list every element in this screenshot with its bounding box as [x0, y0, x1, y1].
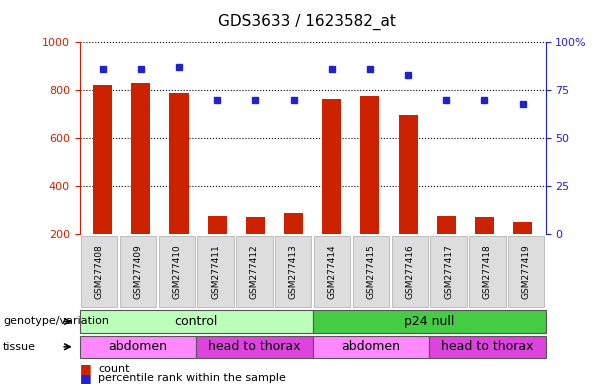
FancyBboxPatch shape	[197, 236, 234, 307]
FancyBboxPatch shape	[81, 236, 117, 307]
Text: head to thorax: head to thorax	[441, 340, 533, 353]
FancyBboxPatch shape	[196, 336, 313, 358]
FancyBboxPatch shape	[236, 236, 273, 307]
FancyBboxPatch shape	[313, 336, 429, 358]
Bar	[284, 213, 303, 282]
Text: GSM277410: GSM277410	[172, 244, 181, 299]
Text: GSM277411: GSM277411	[211, 244, 220, 299]
FancyBboxPatch shape	[508, 236, 544, 307]
Text: ■: ■	[80, 362, 91, 375]
Text: GSM277415: GSM277415	[367, 244, 375, 299]
FancyBboxPatch shape	[314, 236, 350, 307]
FancyBboxPatch shape	[430, 236, 466, 307]
Bar	[475, 217, 494, 282]
Text: GSM277412: GSM277412	[250, 244, 259, 299]
FancyBboxPatch shape	[352, 236, 389, 307]
Text: head to thorax: head to thorax	[208, 340, 300, 353]
Text: GSM277417: GSM277417	[444, 244, 453, 299]
Text: p24 null: p24 null	[404, 315, 454, 328]
Text: GSM277414: GSM277414	[327, 244, 337, 299]
Text: GDS3633 / 1623582_at: GDS3633 / 1623582_at	[218, 13, 395, 30]
FancyBboxPatch shape	[275, 236, 311, 307]
Text: percentile rank within the sample: percentile rank within the sample	[98, 373, 286, 383]
Text: GSM277419: GSM277419	[522, 244, 531, 299]
Bar	[360, 96, 379, 282]
Text: GSM277409: GSM277409	[134, 244, 142, 299]
FancyBboxPatch shape	[159, 236, 195, 307]
Bar	[322, 99, 341, 282]
Bar	[246, 217, 265, 282]
FancyBboxPatch shape	[469, 236, 506, 307]
Bar	[513, 222, 532, 282]
Text: ■: ■	[80, 372, 91, 384]
Bar	[398, 116, 417, 282]
FancyBboxPatch shape	[80, 336, 196, 358]
FancyBboxPatch shape	[80, 310, 313, 333]
FancyBboxPatch shape	[392, 236, 428, 307]
Text: abdomen: abdomen	[341, 340, 400, 353]
Bar	[208, 216, 227, 282]
Text: GSM277418: GSM277418	[483, 244, 492, 299]
Text: abdomen: abdomen	[109, 340, 167, 353]
Text: tissue: tissue	[3, 342, 36, 352]
Bar	[436, 216, 456, 282]
Text: count: count	[98, 364, 129, 374]
FancyBboxPatch shape	[313, 310, 546, 333]
Bar	[93, 86, 112, 282]
Text: genotype/variation: genotype/variation	[3, 316, 109, 326]
Text: GSM277408: GSM277408	[94, 244, 104, 299]
Bar	[131, 83, 150, 282]
Text: GSM277413: GSM277413	[289, 244, 298, 299]
FancyBboxPatch shape	[429, 336, 546, 358]
Text: control: control	[175, 315, 218, 328]
Text: GSM277416: GSM277416	[405, 244, 414, 299]
FancyBboxPatch shape	[120, 236, 156, 307]
Bar	[169, 93, 189, 282]
